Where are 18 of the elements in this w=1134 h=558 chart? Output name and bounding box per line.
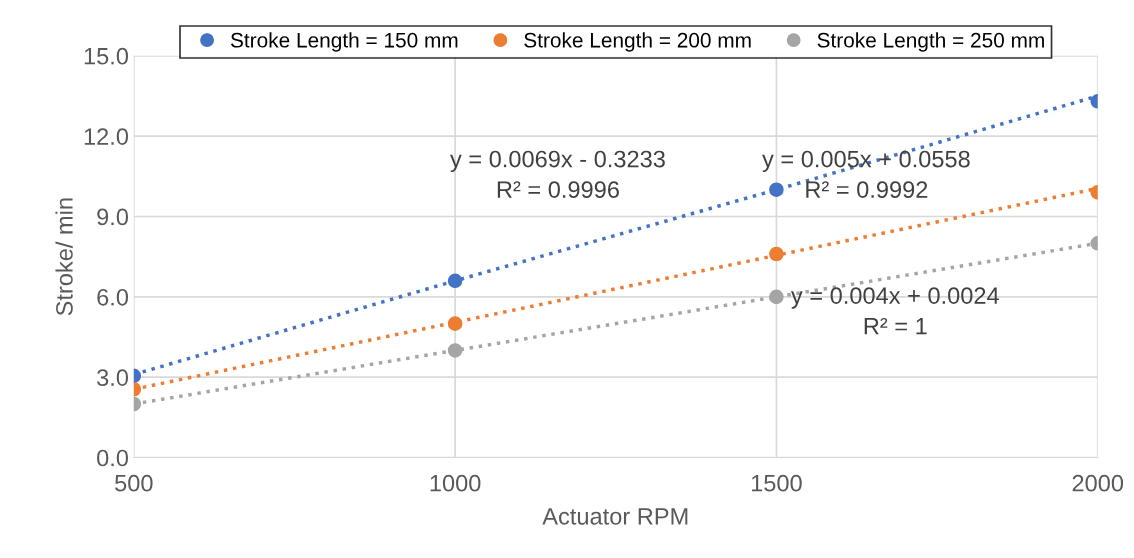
legend-label: Stroke Length = 250 mm (817, 32, 1044, 52)
x-axis-title: Actuator RPM (542, 508, 688, 525)
annotation: y = 0.0069x - 0.3233 R² = 0.9996 (450, 150, 665, 198)
annotation: y = 0.004x + 0.0024 R² = 1 (790, 287, 999, 335)
y-tick-label: 3.0 (97, 369, 129, 386)
x-tick-label: 1000 (430, 474, 481, 492)
legend-label: Stroke Length = 150 mm (230, 32, 458, 52)
y-tick-label: 6.0 (97, 288, 129, 306)
y-tick-label: 9.0 (97, 208, 129, 226)
legend-label: Stroke Length = 200 mm (524, 32, 751, 52)
x-tick-label: 1500 (751, 474, 802, 492)
x-tick-label: 500 (115, 474, 153, 492)
y-axis-title: Stroke/ min (55, 198, 73, 316)
y-tick-label: 0.0 (97, 449, 129, 467)
x-tick-label: 2000 (1072, 474, 1124, 492)
y-tick-label: 15.0 (84, 47, 129, 65)
annotation: y = 0.005x + 0.0558 R² = 0.9992 (762, 150, 970, 198)
y-tick-label: 12.0 (84, 128, 129, 145)
